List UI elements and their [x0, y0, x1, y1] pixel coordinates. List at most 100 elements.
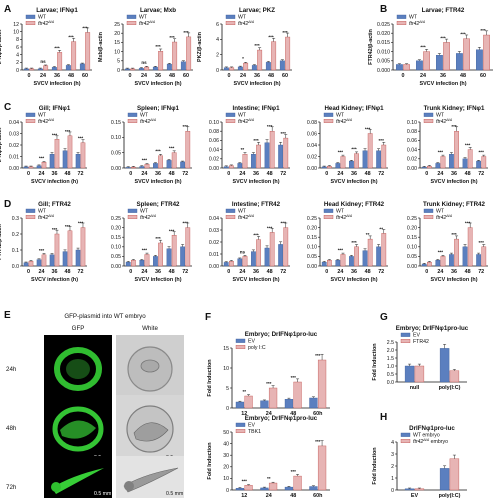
y-tick-label: 0.2	[12, 232, 19, 238]
significance-label: ***	[155, 236, 161, 241]
bar-mut-60	[186, 36, 192, 71]
bar-wt-72	[476, 254, 481, 267]
x-tick-label: 24	[39, 171, 45, 177]
white-larva-72h	[123, 467, 179, 493]
chart-4-larvae-ftr42: B Larvae; FTR42 0.000 0.005 0.010 0.015 0.020 0…	[368, 4, 493, 87]
significance-label: **	[267, 476, 271, 481]
y-tick-label: 0.25	[111, 216, 121, 222]
y-tick-label: 0.20	[407, 225, 417, 231]
x-tick-label: 48	[365, 269, 371, 275]
y-tick-label: 1.0	[387, 364, 394, 370]
legend-entry: ftr42Δ/Δ	[38, 20, 55, 27]
x-tick-label: 48	[169, 171, 175, 177]
y-tick-label: 0.03	[209, 228, 219, 234]
bar-mut-24	[242, 153, 248, 169]
bar-mut-36	[54, 139, 60, 169]
legend-swatch	[235, 338, 246, 343]
y-tick-label: 10	[13, 29, 19, 35]
bar-mut-72	[481, 156, 487, 169]
legend-entry: ftr42Δ/Δ embryo	[413, 438, 448, 445]
legend-entry: EV	[248, 423, 255, 429]
x-axis-label: SVCV infection (h)	[134, 179, 181, 185]
x-tick-label: 36	[52, 171, 58, 177]
bar-wt-48	[62, 150, 68, 169]
x-tick-label: 48	[268, 73, 274, 79]
chart-title: Larvae; IFNφ1	[36, 7, 78, 14]
row-label-24h: 24h	[6, 366, 17, 373]
y-tick-label: 0.00	[209, 166, 219, 172]
chart-title: Larvae; PKZ	[239, 7, 275, 14]
legend-swatch	[127, 214, 138, 219]
x-tick-label: 36	[52, 269, 58, 275]
legend-swatch	[323, 214, 334, 219]
y-tick-label: 2	[391, 464, 394, 470]
panel-label-e: E	[4, 310, 11, 321]
legend-swatch	[225, 118, 236, 123]
x-tick-label: EV	[411, 493, 419, 499]
x-tick-label: 48	[465, 269, 471, 275]
significance-label: ***	[78, 221, 84, 226]
significance-label: ***	[440, 35, 446, 40]
x-tick-label: 36	[155, 73, 161, 79]
bar-mut-24	[242, 256, 248, 267]
x-tick-label: 24	[141, 171, 147, 177]
x-tick-label: 0	[129, 73, 132, 79]
panel-label-d: D	[4, 199, 11, 210]
row-label-48h: 48h	[6, 425, 17, 432]
x-tick-label: 24	[266, 411, 272, 417]
bar-mut-60	[85, 32, 91, 71]
bar-ev-24	[260, 400, 269, 409]
y-tick-label: 4	[216, 37, 219, 43]
x-tick-label: 0	[402, 73, 405, 79]
bar-mut-36	[454, 130, 459, 169]
y-tick-label: 6	[216, 22, 219, 28]
bar-wt-48	[362, 250, 368, 267]
significance-label: ***	[78, 136, 84, 141]
significance-label: **	[242, 389, 246, 394]
y-axis-label: FTR42/β-actin	[368, 29, 374, 65]
bar-wt-24	[37, 68, 43, 71]
bar-wt-24	[237, 258, 243, 267]
y-tick-label: 0.04	[307, 143, 317, 149]
y-tick-label: 0	[216, 68, 219, 74]
chart-16-embryo-drifn-1pro-luc: Embryo; DrIFNφ1pro-luc 0 10 20 30 40 50 Fold In…	[207, 415, 330, 499]
legend-entry: ftr42Δ/Δ	[238, 118, 255, 125]
bar-mut-24	[43, 65, 49, 71]
bar-mut-24	[268, 482, 278, 491]
x-tick-label: 24	[141, 269, 147, 275]
y-tick-label: 0.10	[111, 245, 121, 251]
y-tick-label: 20	[114, 31, 120, 37]
legend-entry: ftr42Δ/Δ	[436, 214, 453, 221]
y-tick-label: 6	[16, 45, 19, 51]
x-tick-label: 48	[460, 73, 466, 79]
y-tick-label: 10	[223, 476, 229, 482]
significance-label: ***	[52, 132, 58, 137]
x-tick-label: 36	[451, 171, 457, 177]
y-tick-label: 0.10	[209, 120, 219, 126]
significance-label: ***	[253, 138, 259, 143]
gfp-column-label: GFP	[72, 325, 85, 332]
x-tick-label: 24	[337, 269, 343, 275]
x-tick-label: 0	[325, 171, 328, 177]
chart-title: Trunk Kidney; FTR42	[423, 201, 485, 208]
chart-title: Head Kidney; IFNφ1	[324, 105, 384, 112]
legend-entry: ftr42Δ/Δ	[140, 118, 157, 125]
x-tick-label: 0	[228, 73, 231, 79]
legend-entry: WT	[238, 209, 247, 215]
y-tick-label: 0.10	[307, 245, 317, 251]
bar-wt-24	[139, 166, 145, 169]
significance-label: ***	[338, 150, 344, 155]
legend-swatch	[127, 208, 138, 213]
chart-6-spleen-ifn-1: Spleen; IFNφ1 0.00 0.05 0.10 0.15 0 24 *** 36 ***…	[111, 105, 192, 185]
y-tick-label: 0.01	[9, 154, 19, 160]
chart-14-trunk-kidney-ftr42: Trunk Kidney; FTR42 0.00 0.05 0.10 0.15 0.20 0…	[407, 201, 488, 283]
bar-wt-36	[49, 153, 55, 169]
significance-label: ***	[266, 381, 272, 386]
legend-entry: WT	[336, 209, 345, 215]
significance-label: ***	[365, 127, 371, 132]
chart-title: Head Kidney; FTR42	[324, 201, 385, 208]
x-tick-label: 48	[290, 411, 296, 417]
